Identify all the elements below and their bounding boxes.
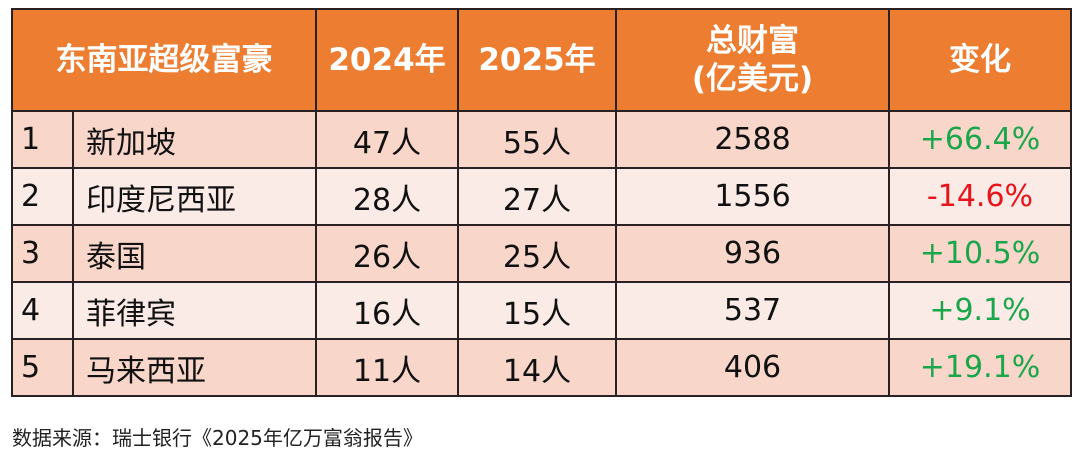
cell-change: +19.1%: [888, 338, 1072, 397]
cell-rank: 4: [11, 281, 74, 340]
cell-name: 新加坡: [72, 110, 317, 169]
table-row: 3 泰国 26人 25人 936 +10.5%: [11, 224, 1072, 283]
header-2024: 2024年: [315, 8, 459, 112]
cell-rank: 2: [11, 167, 74, 226]
cell-y2025: 15人: [457, 281, 617, 340]
cell-total: 936: [615, 224, 890, 283]
cell-rank: 3: [11, 224, 74, 283]
table-header: 东南亚超级富豪 2024年 2025年 总财富 (亿美元) 变化: [11, 8, 1072, 112]
header-title: 东南亚超级富豪: [11, 8, 317, 112]
header-total: 总财富 (亿美元): [615, 8, 890, 112]
cell-y2024: 11人: [315, 338, 459, 397]
cell-y2024: 28人: [315, 167, 459, 226]
cell-change: +66.4%: [888, 110, 1072, 169]
cell-change: +10.5%: [888, 224, 1072, 283]
source-note: 数据来源：瑞士银行《2025年亿万富翁报告》: [12, 426, 423, 450]
cell-y2025: 55人: [457, 110, 617, 169]
header-total-line2: (亿美元): [691, 61, 814, 97]
cell-total: 406: [615, 338, 890, 397]
cell-rank: 1: [11, 110, 74, 169]
cell-name: 泰国: [72, 224, 317, 283]
cell-y2024: 47人: [315, 110, 459, 169]
table-row: 4 菲律宾 16人 15人 537 +9.1%: [11, 281, 1072, 340]
table-row: 5 马来西亚 11人 14人 406 +19.1%: [11, 338, 1072, 397]
cell-name: 马来西亚: [72, 338, 317, 397]
cell-y2024: 26人: [315, 224, 459, 283]
cell-change: +9.1%: [888, 281, 1072, 340]
cell-y2025: 14人: [457, 338, 617, 397]
header-2025: 2025年: [457, 8, 617, 112]
cell-y2025: 25人: [457, 224, 617, 283]
table-row: 2 印度尼西亚 28人 27人 1556 -14.6%: [11, 167, 1072, 226]
cell-y2024: 16人: [315, 281, 459, 340]
cell-total: 1556: [615, 167, 890, 226]
wealth-table: 东南亚超级富豪 2024年 2025年 总财富 (亿美元) 变化 1 新加坡 47人 5…: [11, 8, 1072, 397]
header-change: 变化: [888, 8, 1072, 112]
header-total-line1: 总财富: [706, 23, 799, 59]
cell-change: -14.6%: [888, 167, 1072, 226]
cell-total: 537: [615, 281, 890, 340]
cell-y2025: 27人: [457, 167, 617, 226]
cell-rank: 5: [11, 338, 74, 397]
table-row: 1 新加坡 47人 55人 2588 +66.4%: [11, 110, 1072, 169]
cell-name: 印度尼西亚: [72, 167, 317, 226]
cell-total: 2588: [615, 110, 890, 169]
cell-name: 菲律宾: [72, 281, 317, 340]
